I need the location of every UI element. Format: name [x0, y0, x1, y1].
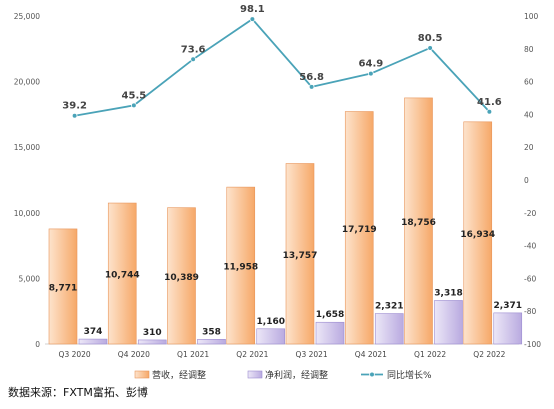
right-axis-tick-label: 0 [524, 176, 529, 185]
profit-bar [78, 338, 108, 345]
left-axis-tick-label: 20,000 [14, 78, 40, 87]
profit-bar [434, 300, 463, 345]
category-tick-label: Q3 2021 [296, 350, 328, 359]
category-tick-label: Q2 2022 [473, 350, 505, 359]
profit-bar [493, 312, 523, 345]
revenue-data-label: 16,934 [460, 230, 495, 240]
left-axis-tick-label: 0 [35, 340, 40, 349]
legend-growth-label: 同比增长% [387, 369, 432, 381]
revenue-bar [107, 202, 137, 345]
growth-data-label: 39.2 [62, 101, 87, 112]
legend-growth-marker [369, 371, 375, 378]
growth-line [74, 17, 491, 117]
profit-bar [137, 339, 167, 345]
right-axis-tick-label: -60 [524, 274, 536, 283]
revenue-bar [463, 121, 493, 345]
growth-point [190, 56, 196, 63]
right-axis-tick-label: 100 [524, 12, 539, 21]
revenue-data-label: 10,744 [105, 271, 140, 281]
category-tick-label: Q2 2021 [236, 350, 268, 359]
left-axis-tick-label: 15,000 [14, 143, 40, 152]
revenue-bar [226, 186, 256, 345]
left-axis-tick-label: 10,000 [14, 209, 40, 218]
right-axis-tick-label: 40 [524, 110, 534, 119]
growth-data-label: 64.9 [359, 59, 384, 70]
right-axis-tick-label: 20 [524, 143, 534, 152]
revenue-bar [404, 97, 433, 345]
profit-data-label: 374 [84, 327, 103, 337]
profit-data-label: 310 [143, 328, 162, 338]
left-axis-tick-label: 5,000 [19, 274, 41, 283]
revenue-bar [48, 228, 78, 345]
profit-data-label: 3,318 [434, 288, 462, 298]
right-axis-tick-label: -100 [524, 340, 541, 349]
left-axis-tick-label: 25,000 [14, 12, 40, 21]
revenue-bar [285, 163, 315, 345]
profit-data-label: 1,658 [316, 310, 344, 320]
legend-profit-label: 净利润，经调整 [265, 369, 328, 381]
profit-data-label: 2,321 [375, 302, 403, 312]
legend-revenue-swatch [134, 370, 150, 379]
growth-point [486, 108, 493, 115]
profit-bar [256, 328, 286, 345]
growth-point [71, 112, 78, 119]
revenue-data-label: 11,958 [223, 263, 258, 273]
profit-bar [374, 313, 404, 345]
profit-data-label: 1,160 [257, 317, 285, 327]
right-axis-tick-label: -80 [524, 307, 536, 316]
revenue-data-label: 17,719 [342, 225, 377, 235]
right-axis-tick-label: -40 [524, 242, 536, 251]
category-tick-label: Q1 2022 [414, 350, 446, 359]
category-tick-label: Q4 2021 [355, 350, 387, 359]
growth-point [308, 84, 315, 90]
legend-profit-swatch [247, 370, 263, 379]
profit-bar [315, 321, 345, 345]
revenue-bar [344, 111, 374, 345]
legend-revenue-label: 营收，经调整 [152, 369, 206, 381]
profit-data-label: 2,371 [494, 301, 522, 311]
revenue-data-label: 10,389 [164, 273, 199, 283]
growth-data-label: 45.5 [122, 90, 147, 101]
revenue-bar [167, 207, 196, 345]
growth-point [368, 70, 374, 77]
right-axis-tick-label: 80 [524, 45, 534, 54]
category-tick-label: Q4 2020 [118, 350, 150, 359]
growth-data-label: 98.1 [240, 4, 265, 15]
growth-data-label: 56.8 [299, 72, 324, 83]
right-axis-tick-label: 60 [524, 78, 534, 87]
growth-data-label: 41.6 [477, 97, 502, 108]
source-note: 数据来源：FXTM富拓、彭博 [8, 386, 148, 399]
profit-data-label: 358 [202, 327, 221, 337]
profit-bar [197, 339, 226, 345]
revenue-data-label: 13,757 [283, 251, 318, 261]
revenue-data-label: 18,756 [401, 218, 436, 228]
right-axis-tick-label: -20 [524, 209, 536, 218]
growth-point [249, 16, 256, 22]
growth-point [131, 102, 137, 109]
growth-data-label: 80.5 [418, 33, 443, 44]
revenue-data-label: 8,771 [49, 283, 77, 293]
category-tick-label: Q1 2021 [177, 350, 209, 359]
category-tick-label: Q3 2020 [59, 350, 91, 359]
growth-data-label: 73.6 [181, 44, 206, 55]
growth-point [427, 45, 433, 51]
